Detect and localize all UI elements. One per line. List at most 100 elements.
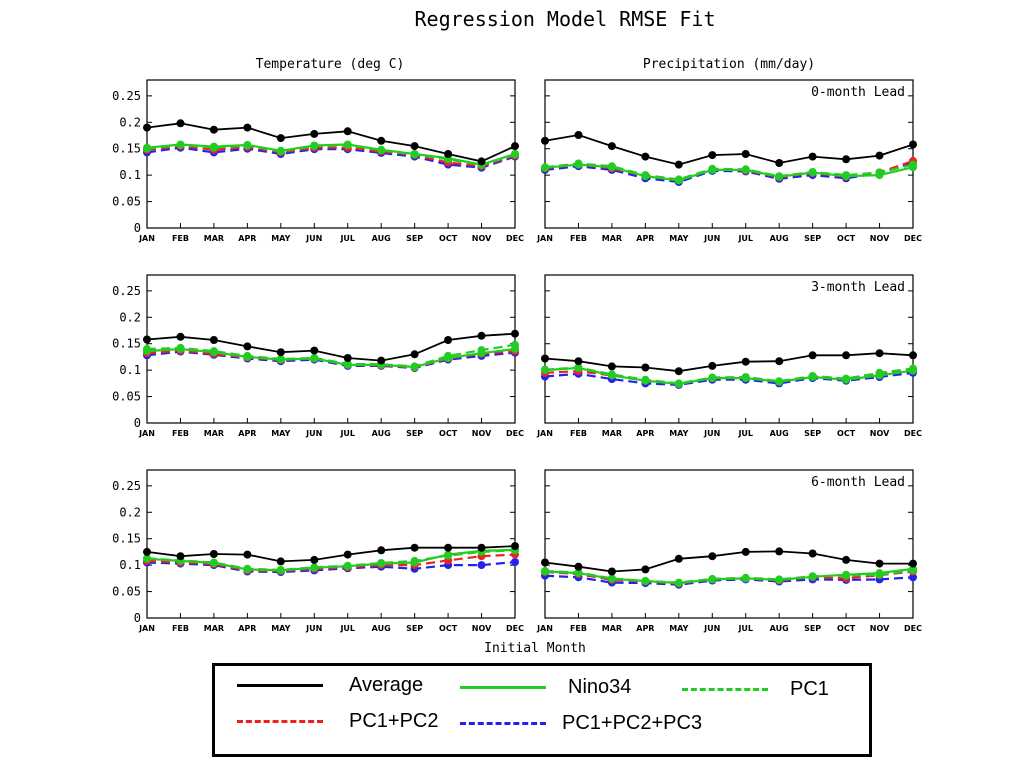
panel-1-1: JAN FEB MAR APR MAY JUN JUL AUG SEP OCT NOV DEC 3-mo…: [536, 274, 922, 438]
y-tick-label: 0.1: [119, 363, 141, 377]
x-tick-label: JUN: [703, 234, 720, 243]
point-average: [909, 140, 917, 149]
point-nino34: [641, 577, 650, 585]
point-average: [741, 150, 750, 158]
point-nino34: [477, 349, 486, 358]
legend-label-pc1-pc2: PC1+PC2: [349, 710, 439, 732]
x-tick-label: JAN: [138, 624, 155, 633]
point-average: [243, 342, 252, 351]
x-tick-label: AUG: [372, 624, 391, 633]
point-average: [143, 547, 151, 556]
point-average: [276, 557, 285, 566]
point-nino34: [708, 374, 717, 383]
point-average: [511, 142, 519, 151]
rmse-figure: Regression Model RMSE Fit Temperature (d…: [112, 7, 922, 656]
point-nino34: [143, 554, 151, 563]
x-tick-label: OCT: [837, 234, 856, 243]
point-average: [574, 131, 583, 139]
point-average: [143, 123, 151, 132]
series-line-average: [146, 545, 516, 563]
point-nino34: [310, 141, 319, 150]
point-nino34: [310, 563, 319, 572]
series-line-nino34: [544, 567, 914, 585]
point-average: [410, 543, 419, 552]
x-tick-label: MAY: [271, 234, 290, 243]
legend-line-pc1: [682, 688, 768, 691]
point-nino34: [574, 364, 583, 372]
x-tick-label: JUN: [703, 429, 720, 438]
point-nino34: [574, 160, 583, 169]
point-average: [541, 354, 549, 363]
point-average: [674, 367, 683, 376]
point-average: [541, 136, 549, 145]
figure-title: Regression Model RMSE Fit: [414, 7, 715, 31]
panel-1-0: 0 0.05 0.1 0.15 0.2 0.25 JAN FEB MAR APR MAY JUN JUL…: [112, 274, 524, 438]
point-average: [607, 142, 616, 151]
y-tick-label: 0.2: [119, 115, 141, 129]
point-nino34: [143, 347, 151, 356]
point-nino34: [209, 559, 218, 567]
point-nino34: [410, 558, 419, 567]
plot-frame: [146, 469, 516, 619]
x-tick-label: SEP: [804, 624, 821, 633]
y-tick-label: 0.25: [112, 89, 141, 103]
x-tick-label: FEB: [570, 429, 587, 438]
x-tick-label: JUL: [737, 624, 753, 633]
x-tick-label: MAR: [602, 429, 622, 438]
x-tick-label: SEP: [804, 429, 821, 438]
point-nino34: [808, 373, 817, 381]
lead-label: 6-month Lead: [811, 475, 905, 490]
point-average: [477, 157, 486, 166]
x-tick-label: FEB: [172, 429, 189, 438]
point-average: [143, 335, 151, 344]
point-average: [909, 559, 917, 568]
point-nino34: [444, 550, 453, 559]
x-tick-label: JUL: [737, 234, 753, 243]
point-average: [808, 152, 817, 161]
point-average: [875, 349, 884, 358]
point-average: [607, 567, 616, 576]
x-tick-label: DEC: [506, 624, 524, 633]
x-tick-label: MAY: [669, 234, 688, 243]
x-tick-label: JUL: [737, 429, 753, 438]
point-average: [444, 336, 453, 344]
point-nino34: [641, 172, 650, 181]
x-tick-label: APR: [636, 234, 654, 243]
point-average: [511, 542, 519, 551]
column-title-precipitation: Precipitation (mm/day): [643, 57, 815, 72]
point-nino34: [842, 570, 851, 579]
lead-label: 0-month Lead: [811, 85, 905, 100]
x-tick-label: OCT: [439, 429, 458, 438]
point-average: [909, 351, 917, 360]
y-tick-label: 0: [134, 416, 141, 430]
point-average: [477, 543, 486, 552]
point-nino34: [511, 345, 519, 353]
plot-frame: [544, 79, 914, 229]
x-tick-label: SEP: [406, 429, 423, 438]
series-line-pc1: [544, 366, 914, 385]
point-average: [641, 565, 650, 574]
point-average: [444, 543, 453, 552]
legend-label-average: Average: [349, 674, 424, 696]
series-line-average: [544, 550, 913, 573]
point-nino34: [276, 566, 285, 575]
x-tick-label: NOV: [472, 234, 492, 243]
plot-frame: [146, 274, 516, 424]
point-average: [708, 151, 717, 160]
point-nino34: [176, 345, 185, 353]
point-nino34: [310, 354, 319, 363]
point-average: [775, 547, 784, 556]
series-line-average: [544, 352, 914, 373]
point-nino34: [143, 143, 151, 152]
point-nino34: [243, 352, 252, 361]
point-nino34: [808, 168, 817, 177]
point-nino34: [607, 371, 616, 380]
plot-frame: [544, 274, 914, 424]
y-tick-label: 0.15: [112, 142, 141, 156]
legend-line-nino34: [460, 686, 546, 689]
y-tick-label: 0.2: [119, 505, 141, 519]
series-line-nino34: [544, 163, 914, 182]
point-nino34: [875, 171, 884, 180]
x-tick-label: FEB: [570, 624, 587, 633]
x-tick-label: DEC: [506, 234, 524, 243]
